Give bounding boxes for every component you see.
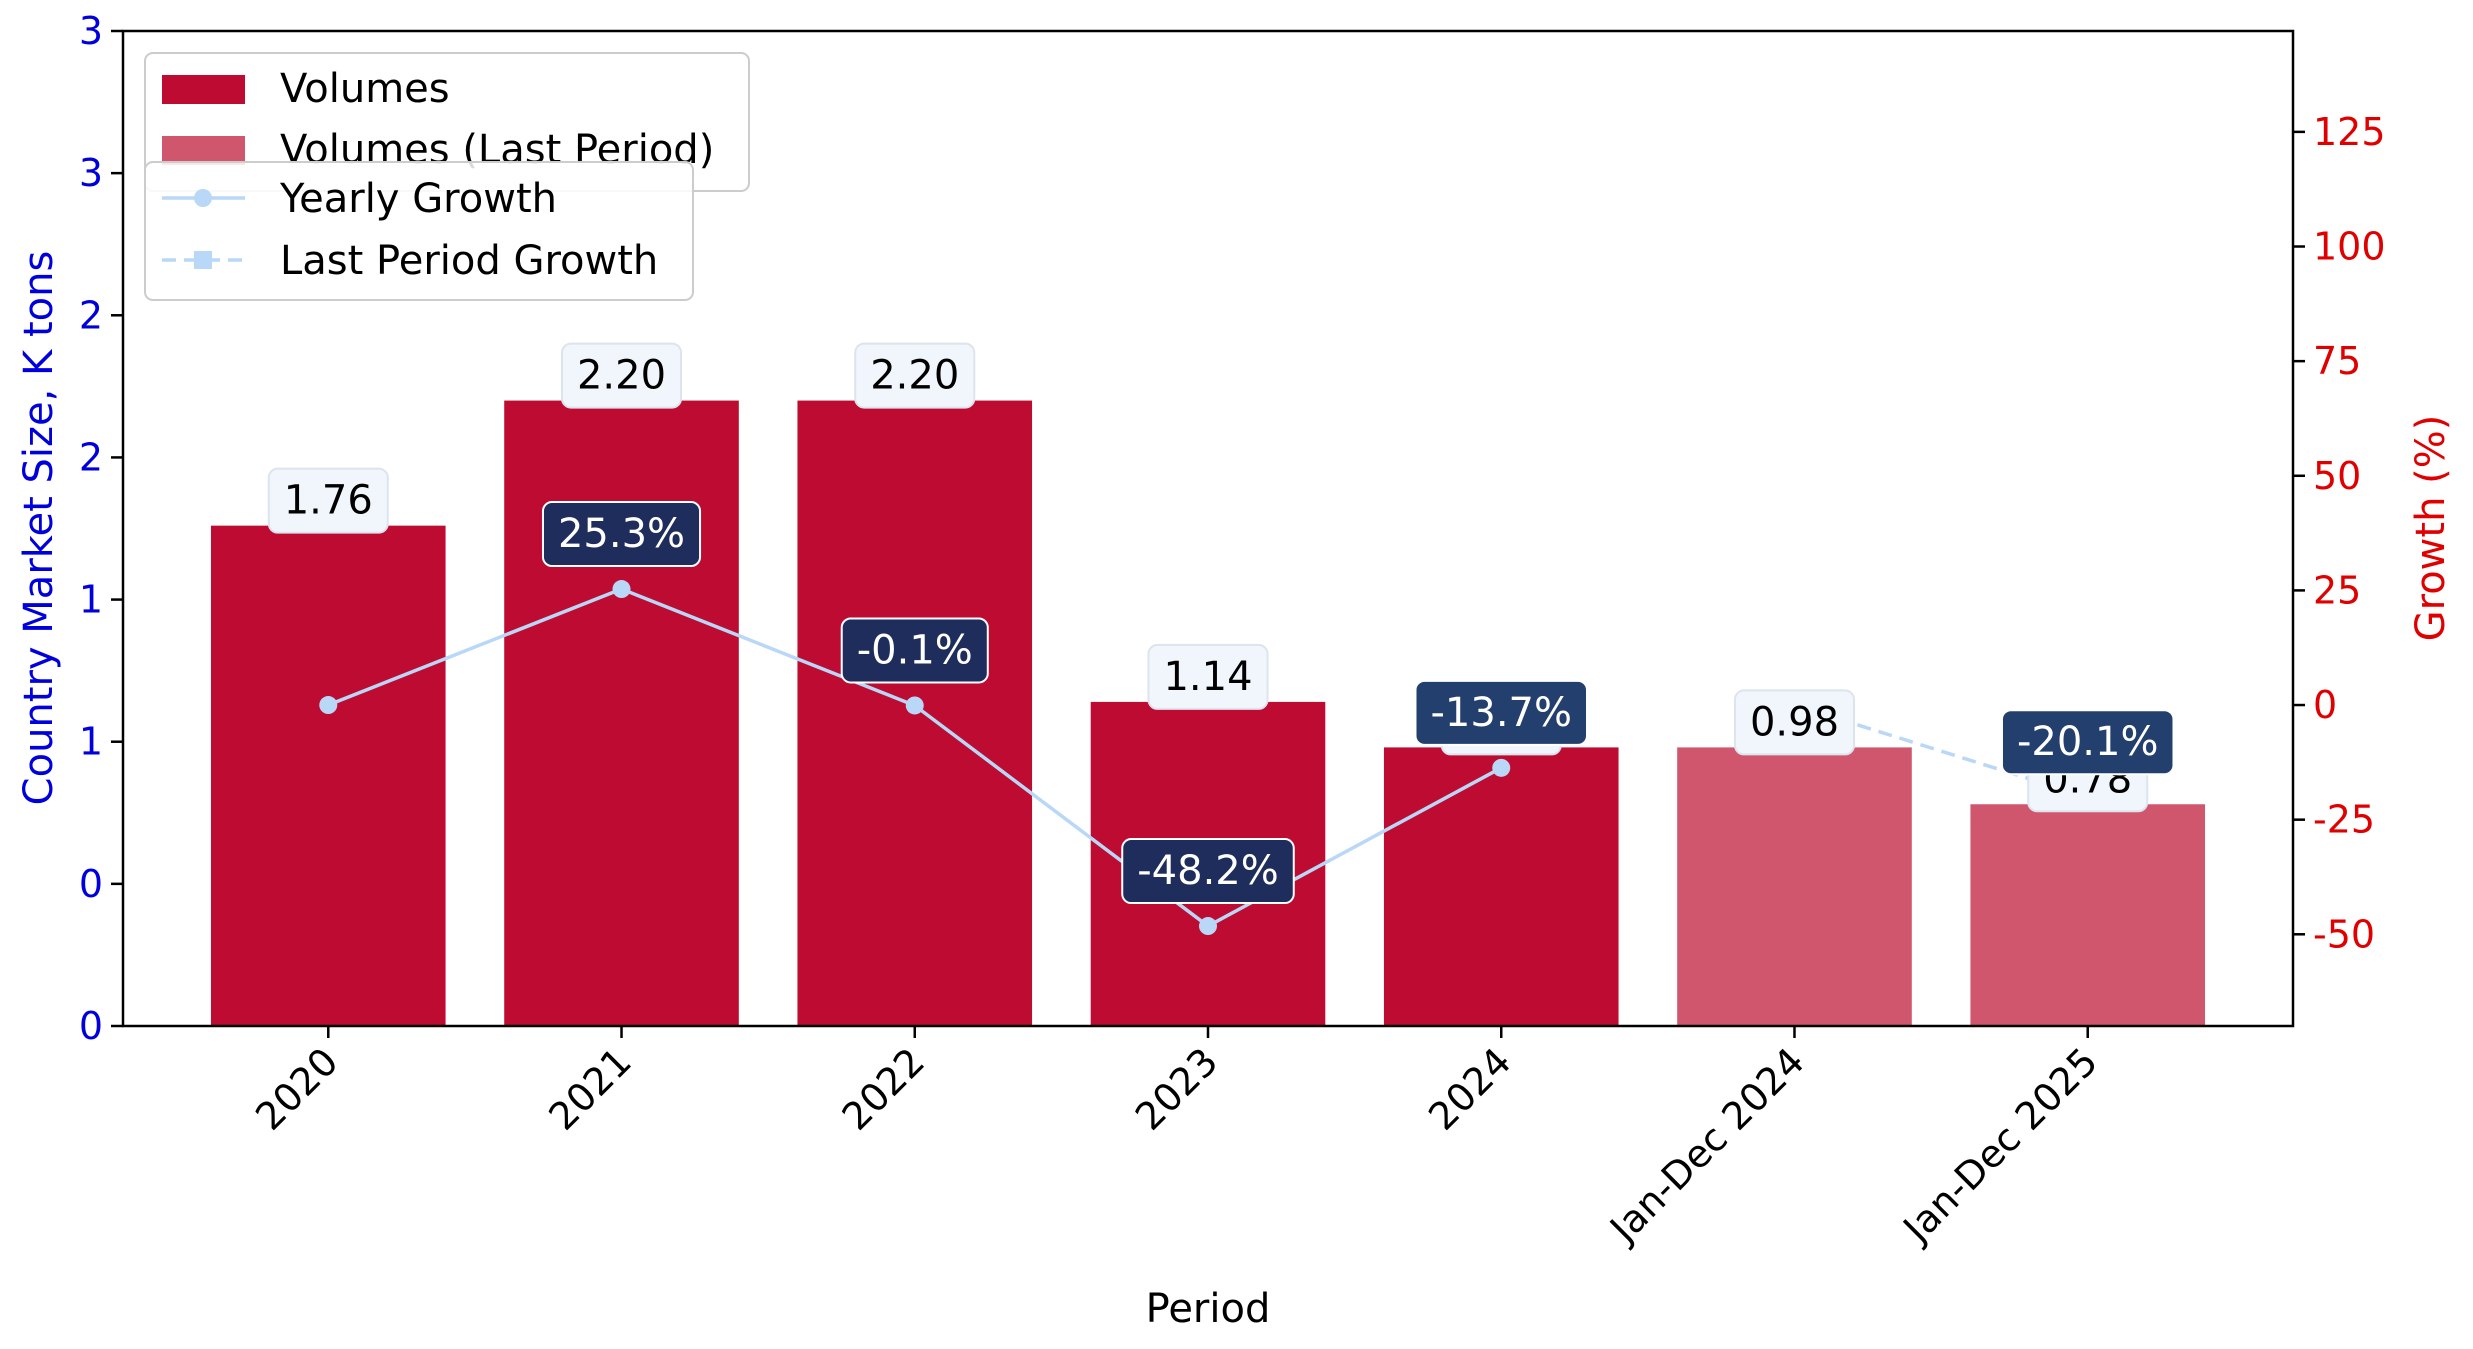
- labels-layer: 1.762.202.201.140.980.980.7825.3%-0.1%-4…: [267, 342, 2175, 905]
- growth-label-3: -48.2%: [1121, 838, 1295, 905]
- legend-lines: Yearly Growth Last Period Growth: [144, 161, 694, 301]
- y2-axis-title: Growth (%): [2408, 415, 2454, 642]
- growth-label-4-text: -13.7%: [1430, 690, 1572, 736]
- bar-volumes-last-period-6: [1970, 804, 2206, 1026]
- growth-label-3-box: [1121, 838, 1295, 905]
- y2-tick-label-4: 50: [2313, 454, 2361, 498]
- x-tick-label-4: 2024: [1420, 1039, 1520, 1139]
- y2-tick-label-5: 75: [2313, 339, 2361, 383]
- legend-swatch-volumes-last-period: [162, 136, 245, 165]
- x-tick-label-5: Jan-Dec 2024: [1600, 1039, 1813, 1252]
- growth-label-2: -0.1%: [840, 617, 989, 684]
- legend-swatch-yearly-growth-marker: [194, 189, 212, 207]
- legend-lines-frame: [144, 161, 694, 301]
- legend-swatch-last-period-growth-marker: [194, 251, 212, 269]
- bar-value-label-2: 2.20: [854, 342, 976, 409]
- x-tick-label-2: 2022: [834, 1039, 934, 1139]
- bar-value-label-1-text: 2.20: [577, 353, 666, 399]
- bar-value-label-1-box: [560, 342, 683, 409]
- bar-value-label-0: 1.76: [267, 467, 389, 534]
- bar-value-label-0-text: 1.76: [284, 478, 373, 524]
- y-tick-label-0: 0: [79, 1004, 103, 1048]
- y-tick-label-6: 3: [79, 151, 103, 195]
- legend-label-yearly-growth: Yearly Growth: [279, 176, 557, 222]
- bar-value-label-5-text: 0.98: [1750, 699, 1839, 745]
- growth-label-1-text: 25.3%: [558, 511, 685, 557]
- y2-tick-label-2: 0: [2313, 683, 2337, 727]
- bars-layer: [210, 400, 2206, 1027]
- bar-value-label-5: 0.98: [1733, 689, 1856, 756]
- y2-tick-label-0: -50: [2313, 912, 2375, 956]
- growth-label-2-box: [840, 617, 989, 684]
- growth-label-4-box: [1414, 679, 1589, 746]
- yearly-growth-point-3: [1199, 917, 1217, 936]
- bar-value-label-3: 1.14: [1147, 643, 1269, 710]
- growth-label-3-text: -48.2%: [1137, 848, 1279, 894]
- growth-label-6-text: -20.1%: [2017, 719, 2159, 765]
- bar-value-label-2-text: 2.20: [870, 353, 959, 399]
- legend-label-volumes: Volumes: [280, 66, 450, 112]
- x-tick-label-6: Jan-Dec 2025: [1894, 1039, 2107, 1252]
- growth-label-6: -20.1%: [2000, 709, 2175, 776]
- legend-label-last-period-growth: Last Period Growth: [280, 238, 658, 284]
- y-axis-title: Country Market Size, K tons: [16, 251, 62, 806]
- growth-label-1: 25.3%: [541, 501, 702, 568]
- yearly-growth-point-4: [1492, 758, 1511, 777]
- bar-volumes-last-period-5: [1677, 747, 1912, 1026]
- yearly-growth-point-1: [612, 580, 631, 599]
- bar-volumes-4: [1383, 747, 1619, 1026]
- y-tick-label-1: 0: [79, 862, 103, 906]
- bar-value-label-5-box: [1733, 689, 1856, 756]
- x-tick-label-0: 2020: [247, 1039, 347, 1139]
- y2-tick-label-1: -25: [2313, 798, 2375, 842]
- bar-value-label-0-box: [267, 467, 389, 534]
- bar-value-label-2-box: [854, 342, 976, 409]
- y-tick-label-5: 2: [79, 293, 103, 337]
- growth-label-4: -13.7%: [1414, 679, 1589, 746]
- y-tick-label-4: 2: [79, 435, 103, 479]
- y-tick-label-3: 1: [79, 578, 103, 622]
- y-tick-label-7: 3: [79, 9, 103, 53]
- yearly-growth-point-0: [319, 696, 338, 715]
- bar-value-label-1: 2.20: [560, 342, 683, 409]
- yearly-growth-point-2: [905, 696, 924, 715]
- x-tick-label-3: 2023: [1127, 1039, 1227, 1139]
- x-axis-title: Period: [1146, 1286, 1271, 1332]
- y2-tick-label-7: 125: [2313, 110, 2386, 154]
- growth-label-2-text: -0.1%: [857, 627, 973, 673]
- y2-tick-label-3: 25: [2313, 568, 2361, 612]
- bar-value-label-3-box: [1147, 643, 1269, 710]
- bar-value-label-3-text: 1.14: [1163, 654, 1252, 700]
- bar-volumes-1: [504, 400, 739, 1027]
- y-tick-label-2: 1: [79, 720, 103, 764]
- bar-volumes-0: [210, 525, 446, 1026]
- growth-label-1-box: [541, 501, 702, 568]
- legend-swatch-volumes: [162, 75, 245, 104]
- growth-label-6-box: [2000, 709, 2175, 776]
- y2-tick-label-6: 100: [2313, 225, 2386, 269]
- x-tick-label-1: 2021: [540, 1039, 640, 1139]
